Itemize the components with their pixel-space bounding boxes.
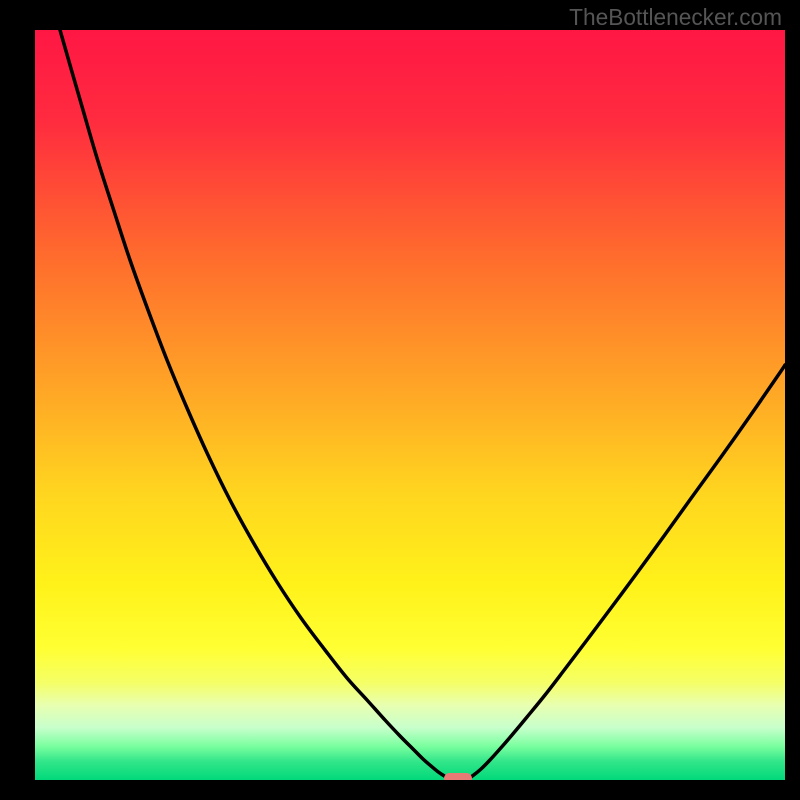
border-left xyxy=(0,0,35,800)
chart-container: TheBottlenecker.com xyxy=(0,0,800,800)
watermark-text: TheBottlenecker.com xyxy=(569,4,782,31)
border-bottom xyxy=(0,780,800,800)
border-right xyxy=(785,0,800,800)
chart-background-gradient xyxy=(35,30,785,780)
